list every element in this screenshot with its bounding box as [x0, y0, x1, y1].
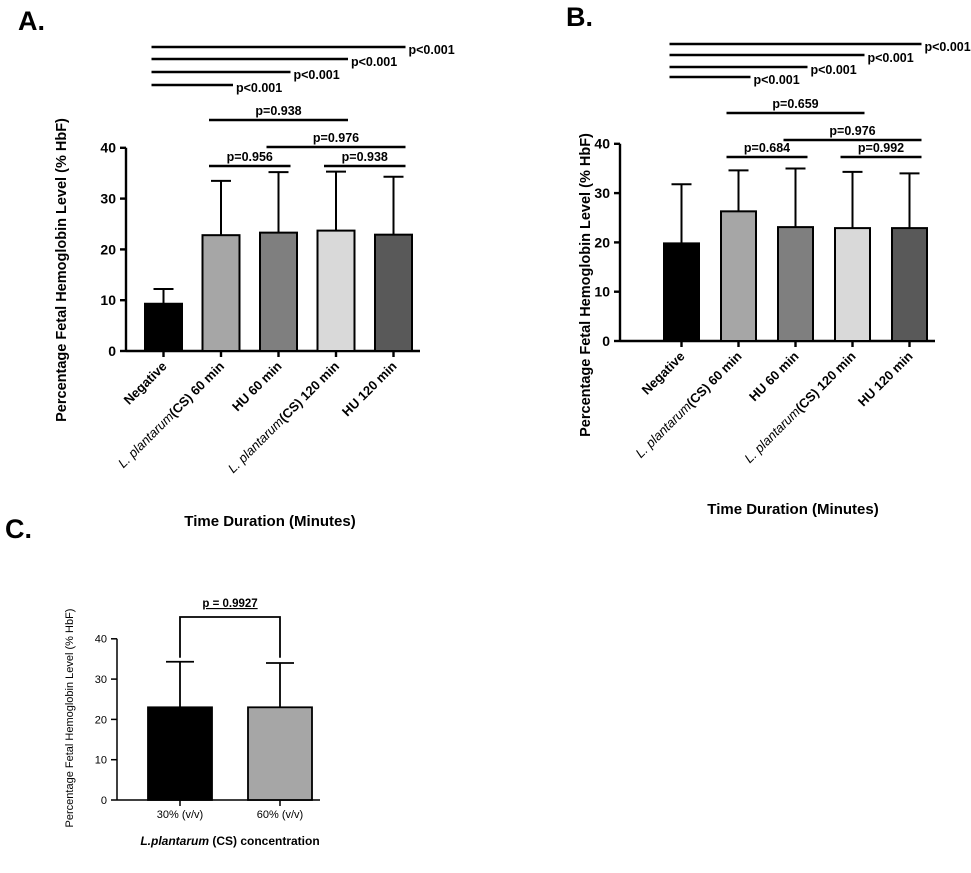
panel-b-significance-label: p<0.001 [925, 40, 971, 54]
panel-a-category-label-text: (CS) 120 min [276, 358, 342, 424]
panel-b-category-label-italic: L. plantarum [741, 404, 803, 466]
panel-b-category-label-italic: L. plantarum [632, 399, 694, 461]
panel-a-bar [144, 302, 183, 353]
panel-a-label: A. [18, 6, 45, 36]
panel-b-y-tick-label: 10 [594, 284, 610, 300]
panel-a-y-tick-label: 0 [108, 343, 116, 359]
panel-b-bar [663, 242, 700, 342]
panel-c-x-axis-label-italic: L.plantarum [140, 834, 209, 848]
panel-b-category-label: L. plantarum(CS) 120 min [741, 348, 858, 465]
panel-b-y-tick-label: 0 [602, 333, 610, 349]
panel-a-category-label-text: HU 60 min [229, 358, 285, 414]
panel-c-category-label-text: 30% (v/v) [157, 809, 203, 821]
panel-b-significance-label: p<0.001 [811, 63, 857, 77]
panel-a-x-axis-label: Time Duration (Minutes) [184, 513, 355, 530]
panel-c-significance-label: p = 0.9927 [202, 598, 257, 610]
panel-b-category-label: HU 120 min [855, 348, 916, 409]
panel-a-y-tick-label: 30 [100, 191, 116, 207]
panel-c-category-label: 30% (v/v) [157, 809, 203, 821]
panel-b-bar [777, 226, 814, 343]
panel-c-bar [147, 706, 213, 801]
panel-b-bar [834, 227, 871, 342]
panel-a-significance-label: p=0.938 [255, 104, 301, 118]
panel-b-category-label: L. plantarum(CS) 60 min [632, 348, 744, 460]
panel-b-category-label: Negative [639, 349, 688, 398]
panel-a-y-axis-label: Percentage Fetal Hemoglobin Level (% HbF… [54, 118, 70, 422]
panel-a-category-label: HU 120 min [339, 358, 400, 419]
panel-a: A. Percentage Fetal Hemoglobin Level (% … [18, 6, 455, 530]
panel-c-category-label-text: 60% (v/v) [257, 809, 303, 821]
panel-a-category-label: Negative [121, 359, 170, 408]
panel-a-significance-label: p=0.956 [227, 150, 273, 164]
panel-b-significance-label: p=0.976 [829, 124, 875, 138]
panel-b-bar [720, 210, 757, 342]
panel-a-significance-label: p=0.976 [313, 131, 359, 145]
panel-b-bar [891, 227, 928, 342]
panel-a-bar [374, 233, 413, 352]
panel-b-x-axis-label: Time Duration (Minutes) [707, 501, 878, 518]
panel-c-y-tick-label: 40 [95, 634, 107, 646]
panel-a-bar [316, 229, 356, 353]
panel-a-bar [259, 231, 298, 352]
panel-b: B. Percentage Fetal Hemoglobin Level (% … [566, 2, 971, 518]
panel-b-significance-label: p<0.001 [868, 51, 914, 65]
panel-b-significance-label: p=0.659 [772, 97, 818, 111]
panel-c-significance-bracket [179, 616, 281, 658]
panel-c-x-axis-label-rest: (CS) concentration [209, 834, 320, 848]
panel-a-category-label-text: (CS) 60 min [166, 358, 227, 419]
panel-a-category-label: L. plantarum(CS) 120 min [225, 358, 342, 475]
panel-c-category-label: 60% (v/v) [257, 809, 303, 821]
panel-a-significance-label: p=0.938 [342, 150, 388, 164]
panel-c-x-axis-label: L.plantarum (CS) concentration [140, 834, 319, 848]
panel-b-category-label-text: (CS) 60 min [683, 348, 744, 409]
panel-a-significance-label: p<0.001 [236, 81, 282, 95]
panel-a-category-label-italic: L. plantarum [115, 409, 177, 471]
panel-b-category-label-text: (CS) 120 min [792, 348, 858, 414]
panel-b-significance-label: p=0.992 [858, 141, 904, 155]
panel-a-category-label: HU 60 min [229, 358, 285, 414]
panel-c-bar [247, 706, 313, 801]
panel-a-y-tick-label: 40 [100, 140, 116, 156]
panel-b-y-tick-label: 20 [594, 234, 610, 250]
panel-b-category-label-text: HU 60 min [746, 348, 802, 404]
panel-c-y-axis-label: Percentage Fetal Hemoglobin Level (% HbF… [64, 609, 76, 828]
panel-b-y-tick-label: 30 [594, 185, 610, 201]
panel-c-y-tick-label: 20 [95, 714, 107, 726]
panel-b-significance-label: p=0.684 [744, 141, 790, 155]
panel-b-category-label: HU 60 min [746, 348, 802, 404]
panel-a-category-label: L. plantarum(CS) 60 min [115, 358, 227, 470]
panel-c-label: C. [5, 514, 32, 544]
panel-b-category-label-text: HU 120 min [855, 348, 916, 409]
panel-b-category-label-text: Negative [639, 349, 688, 398]
panel-c-plot: 0 10 20 30 40 30% (v/v) 60% (v/v) p = 0.9927 [95, 598, 320, 821]
panel-a-y-tick-label: 20 [100, 241, 116, 257]
panel-a-significance-label: p<0.001 [351, 55, 397, 69]
panel-a-significance-label: p<0.001 [294, 68, 340, 82]
panel-c-y-tick-label: 0 [101, 795, 107, 807]
panel-c-y-tick-label: 10 [95, 755, 107, 767]
panel-a-category-label-text: HU 120 min [339, 358, 400, 419]
panel-c: C. Percentage Fetal Hemoglobin Level (% … [5, 514, 320, 848]
panel-a-bar [201, 234, 241, 352]
panel-b-label: B. [566, 2, 593, 32]
panel-a-category-label-text: Negative [121, 359, 170, 408]
panel-b-y-axis-label: Percentage Fetal Hemoglobin Level (% HbF… [578, 133, 594, 437]
panel-a-significance-label: p<0.001 [409, 43, 455, 57]
panel-a-y-tick-label: 10 [100, 292, 116, 308]
panel-a-category-label-italic: L. plantarum [225, 414, 287, 476]
panel-b-significance-label: p<0.001 [754, 73, 800, 87]
panel-c-y-tick-label: 30 [95, 674, 107, 686]
panel-b-y-tick-label: 40 [594, 136, 610, 152]
